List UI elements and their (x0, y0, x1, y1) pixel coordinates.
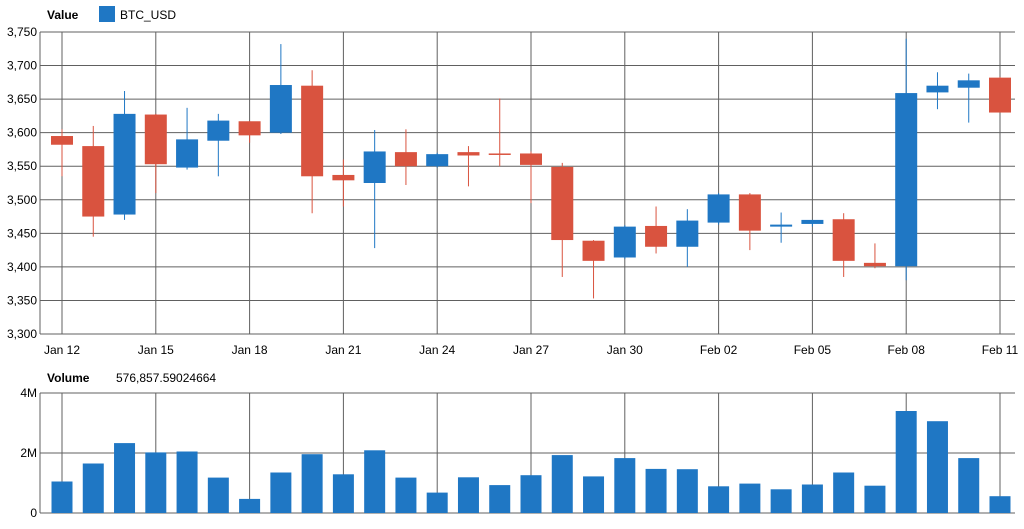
volume-bar (301, 454, 323, 513)
volume-bar (864, 485, 886, 513)
candle-body (238, 121, 261, 136)
candle-body (957, 80, 980, 88)
candle-body (144, 114, 167, 165)
price-y-tick-label: 3,300 (7, 327, 37, 341)
price-x-tick-label: Feb 02 (700, 343, 738, 357)
volume-bar (520, 475, 542, 513)
volume-y-tick-label: 4M (20, 386, 37, 400)
price-y-tick-label: 3,400 (7, 260, 37, 274)
candle-body (895, 93, 918, 267)
candle-body (801, 219, 824, 224)
volume-bar (51, 481, 73, 513)
price-x-tick-label: Jan 24 (419, 343, 455, 357)
price-x-tick-label: Feb 11 (982, 343, 1019, 357)
candle-body (269, 85, 292, 133)
price-x-tick-label: Feb 08 (888, 343, 926, 357)
candle-body (551, 166, 574, 241)
candle-body (488, 153, 511, 155)
candle-body (363, 151, 386, 183)
candle-body (51, 136, 73, 145)
volume-current-value: 576,857.59024664 (116, 371, 216, 385)
candle-body (394, 152, 417, 167)
volume-y-tick-label: 2M (20, 446, 37, 460)
volume-bar (895, 411, 917, 513)
volume-bar (833, 472, 855, 513)
price-y-tick-label: 3,550 (7, 159, 37, 173)
candle-body (332, 174, 355, 181)
volume-bar (551, 455, 573, 513)
candle-body (926, 85, 949, 93)
price-y-tick-label: 3,750 (7, 25, 37, 39)
price-x-tick-label: Jan 18 (232, 343, 268, 357)
candle-body (645, 225, 668, 247)
volume-bar (739, 483, 761, 513)
candle-body (582, 240, 605, 261)
volume-bar (989, 496, 1011, 513)
price-y-tick-label: 3,700 (7, 59, 37, 73)
price-x-tick-label: Feb 05 (794, 343, 832, 357)
volume-bar (770, 489, 792, 513)
candle-body (457, 152, 480, 156)
volume-bar (82, 463, 104, 513)
candle-body (989, 77, 1011, 113)
volume-bar (207, 477, 229, 513)
volume-bar (676, 469, 698, 513)
candle-body (207, 120, 230, 141)
price-x-tick-label: Jan 12 (44, 343, 80, 357)
volume-bar (489, 485, 511, 513)
volume-bar (926, 421, 948, 513)
volume-bar (332, 474, 354, 513)
volume-bar (801, 484, 823, 513)
volume-bar (457, 477, 479, 513)
candle-body (301, 85, 324, 177)
volume-bar (958, 458, 980, 513)
candle-body (520, 153, 542, 165)
volume-bar (645, 468, 667, 513)
price-y-tick-label: 3,600 (7, 126, 37, 140)
price-y-tick-label: 3,500 (7, 193, 37, 207)
price-x-tick-label: Jan 15 (138, 343, 174, 357)
volume-bar (270, 472, 292, 513)
volume-bar (239, 498, 261, 513)
volume-bar (708, 486, 730, 513)
volume-panel-label: Volume (47, 371, 90, 385)
legend-label-btc-usd: BTC_USD (120, 8, 176, 22)
price-y-tick-label: 3,650 (7, 92, 37, 106)
price-x-tick-label: Jan 21 (325, 343, 361, 357)
volume-bar (426, 492, 448, 513)
price-y-tick-label: 3,350 (7, 293, 37, 307)
price-x-tick-label: Jan 27 (513, 343, 549, 357)
candle-body (676, 220, 699, 247)
candle-body (832, 219, 855, 261)
volume-bar (614, 458, 636, 513)
candle-body (82, 146, 105, 217)
volume-bar (583, 476, 605, 513)
legend-swatch-btc-usd (99, 6, 115, 22)
volume-bar (145, 452, 167, 513)
candle-body (176, 139, 199, 168)
candle-body (613, 226, 636, 258)
candle-body (770, 224, 793, 227)
candle-body (426, 154, 449, 167)
volume-bar (114, 443, 136, 513)
price-panel-label: Value (47, 8, 79, 22)
volume-y-tick-label: 0 (30, 506, 37, 520)
volume-bar (364, 450, 386, 513)
candle-body (707, 194, 730, 223)
price-y-tick-label: 3,450 (7, 226, 37, 240)
candle-body (738, 194, 761, 231)
volume-bar (176, 451, 198, 513)
candle-body (863, 262, 886, 267)
candle-body (113, 113, 136, 215)
volume-bar (395, 477, 417, 513)
price-x-tick-label: Jan 30 (607, 343, 643, 357)
